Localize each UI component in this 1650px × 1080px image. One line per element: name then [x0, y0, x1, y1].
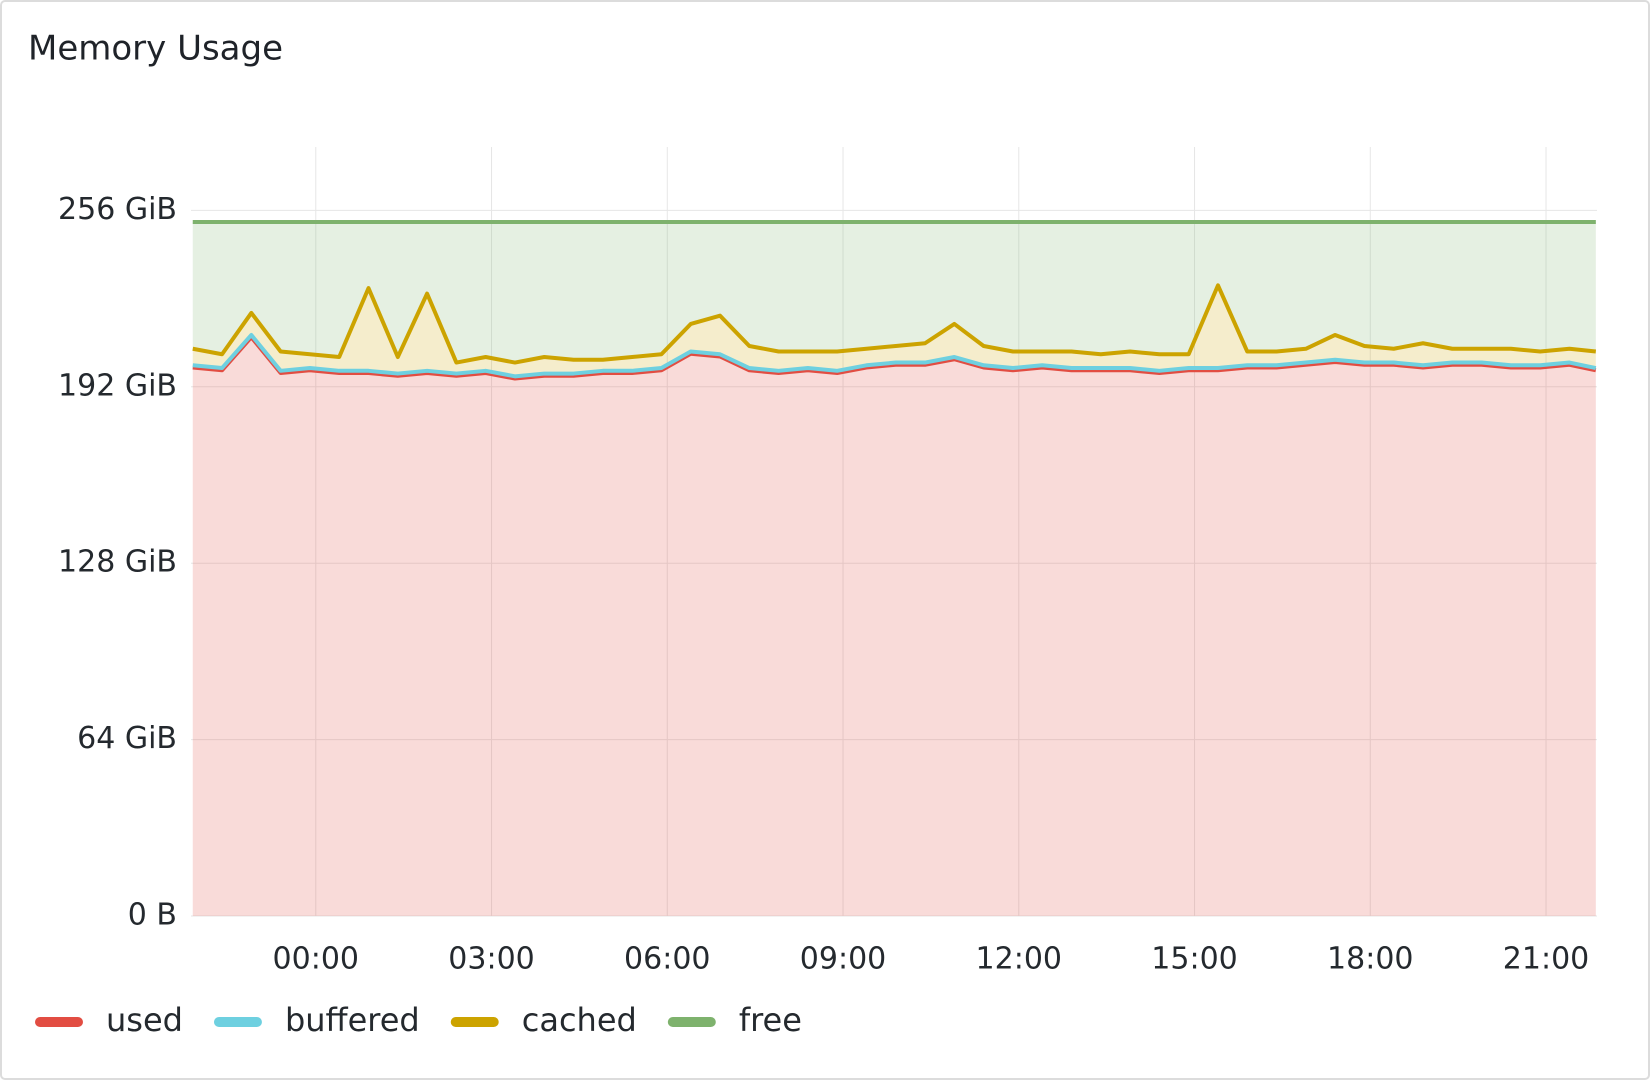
- areas: [192, 221, 1596, 916]
- legend-label: buffered: [285, 1001, 420, 1039]
- y-tick-label: 64 GiB: [77, 721, 177, 756]
- lines: [192, 219, 1597, 381]
- x-tick-label: 15:00: [1151, 942, 1237, 977]
- chart-title: Memory Usage: [28, 29, 283, 69]
- series-line: [192, 283, 1597, 365]
- x-tick-label: 18:00: [1327, 942, 1413, 977]
- legend-label: used: [106, 1001, 183, 1039]
- area: [192, 285, 1596, 377]
- legend-label: free: [739, 1001, 802, 1039]
- x-tick-label: 12:00: [976, 942, 1062, 977]
- x-tick-label: 00:00: [273, 942, 359, 977]
- grid: [191, 147, 1597, 917]
- y-tick-label: 192 GiB: [58, 368, 177, 403]
- x-tick-label: 09:00: [800, 942, 886, 977]
- y-tick-label: 256 GiB: [58, 192, 177, 227]
- y-tick-label: 0 B: [128, 898, 177, 933]
- area: [192, 221, 1596, 363]
- legend-label: cached: [522, 1001, 637, 1039]
- y-tick-label: 128 GiB: [58, 545, 177, 580]
- series-line: [192, 332, 1597, 379]
- x-tick-label: 21:00: [1503, 942, 1589, 977]
- area: [192, 337, 1596, 916]
- series-line: [192, 335, 1597, 381]
- x-tick-label: 03:00: [448, 942, 534, 977]
- x-tick-label: 06:00: [624, 942, 710, 977]
